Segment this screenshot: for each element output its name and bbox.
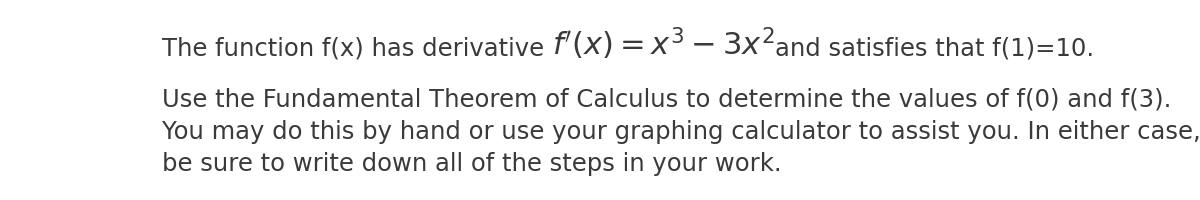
Text: Use the Fundamental Theorem of Calculus to determine the values of f(0) and f(3): Use the Fundamental Theorem of Calculus … bbox=[162, 87, 1171, 111]
Text: and satisfies that f(1)=10.: and satisfies that f(1)=10. bbox=[775, 36, 1093, 60]
Text: The function f(x) has derivative: The function f(x) has derivative bbox=[162, 36, 552, 60]
Text: You may do this by hand or use your graphing calculator to assist you. In either: You may do this by hand or use your grap… bbox=[162, 119, 1200, 143]
Text: be sure to write down all of the steps in your work.: be sure to write down all of the steps i… bbox=[162, 151, 781, 175]
Text: $f'(x) = x^3 - 3x^2$: $f'(x) = x^3 - 3x^2$ bbox=[552, 25, 775, 61]
